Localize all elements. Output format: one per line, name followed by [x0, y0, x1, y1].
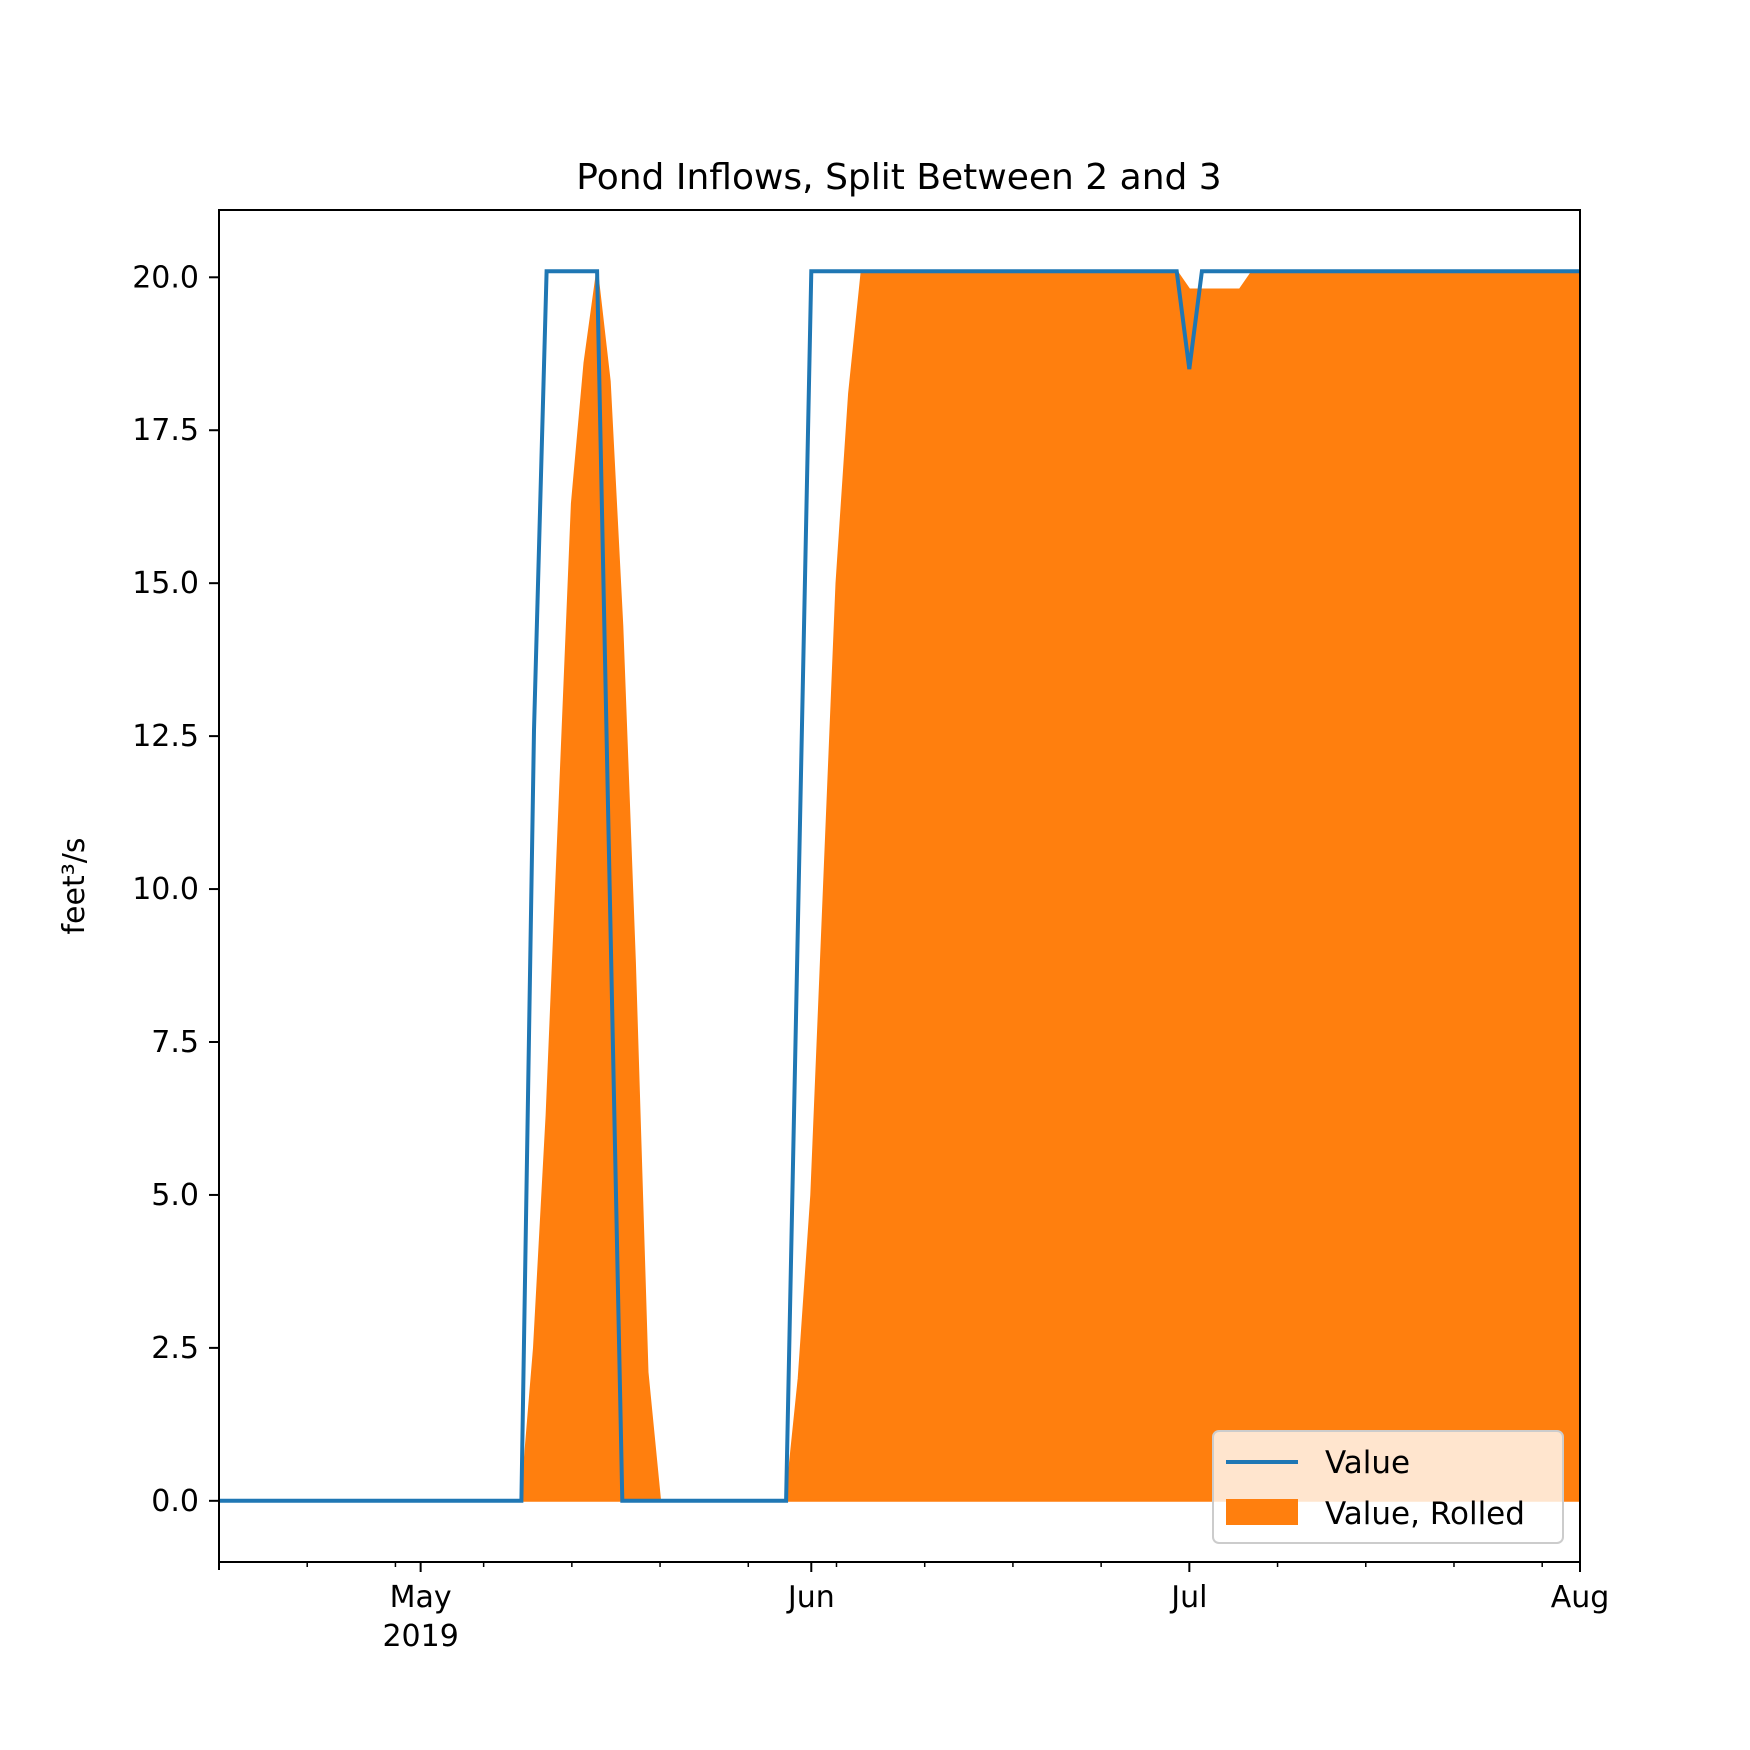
y-tick-label: 2.5 [151, 1331, 199, 1366]
plot-frame [218, 209, 1581, 1563]
y-tick-label: 15.0 [132, 566, 199, 601]
x-tick-label: May [390, 1580, 452, 1615]
y-axis-label: feet³/s [57, 837, 92, 934]
x-tick-label: Aug [1551, 1580, 1610, 1615]
y-tick-label: 7.5 [151, 1025, 199, 1060]
y-tick-label: 10.0 [132, 872, 199, 907]
legend-label-value-rolled: Value, Rolled [1325, 1496, 1525, 1532]
y-tick-label: 12.5 [132, 719, 199, 754]
legend: Value Value, Rolled [1212, 1430, 1564, 1544]
x-tick-sublabel: 2019 [382, 1619, 458, 1654]
x-tick-label: Jun [786, 1580, 835, 1615]
y-tick-label: 0.0 [151, 1484, 199, 1519]
x-tick-label: Jul [1169, 1580, 1207, 1615]
y-tick-label: 20.0 [132, 260, 199, 295]
legend-box [1212, 1430, 1564, 1544]
chart-title: Pond Inflows, Split Between 2 and 3 [576, 157, 1221, 198]
legend-swatch-value-rolled [1226, 1499, 1298, 1525]
legend-label-value: Value [1325, 1445, 1410, 1481]
series-line-value [219, 269, 1580, 1503]
series-layer [219, 269, 1581, 1503]
y-tick-label: 5.0 [151, 1178, 199, 1213]
y-tick-label: 17.5 [132, 413, 199, 448]
axes-layer: 0.0 2.5 5.0 7.5 10.0 12.5 15.0 17.5 20.0 May 2019 J… [132, 260, 1609, 1654]
